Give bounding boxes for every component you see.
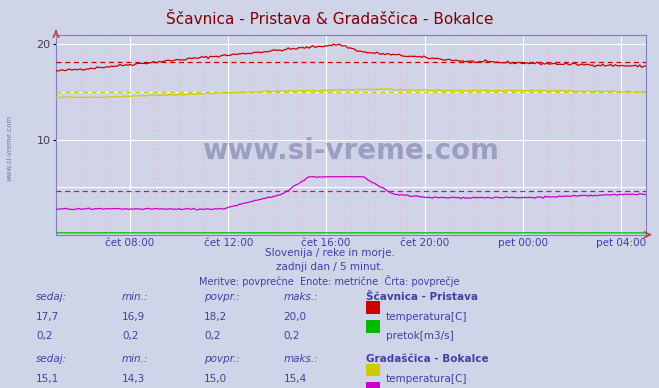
Text: 20,0: 20,0: [283, 312, 306, 322]
Text: 15,0: 15,0: [204, 374, 227, 384]
Text: www.si-vreme.com: www.si-vreme.com: [7, 114, 13, 180]
Text: Slovenija / reke in morje.: Slovenija / reke in morje.: [264, 248, 395, 258]
Text: 15,1: 15,1: [36, 374, 59, 384]
Text: temperatura[C]: temperatura[C]: [386, 312, 467, 322]
Text: 17,7: 17,7: [36, 312, 59, 322]
Text: Gradaščica - Bokalce: Gradaščica - Bokalce: [366, 354, 488, 364]
Text: min.:: min.:: [122, 292, 148, 302]
Text: povpr.:: povpr.:: [204, 354, 240, 364]
Text: 0,2: 0,2: [283, 331, 300, 341]
Text: zadnji dan / 5 minut.: zadnji dan / 5 minut.: [275, 262, 384, 272]
Text: Ščavnica - Pristava: Ščavnica - Pristava: [366, 292, 478, 302]
Text: temperatura[C]: temperatura[C]: [386, 374, 467, 384]
Text: Meritve: povprečne  Enote: metrične  Črta: povprečje: Meritve: povprečne Enote: metrične Črta:…: [199, 275, 460, 288]
Text: 0,2: 0,2: [204, 331, 221, 341]
Text: maks.:: maks.:: [283, 354, 318, 364]
Text: 18,2: 18,2: [204, 312, 227, 322]
Text: sedaj:: sedaj:: [36, 354, 67, 364]
Text: Ščavnica - Pristava & Gradaščica - Bokalce: Ščavnica - Pristava & Gradaščica - Bokal…: [166, 12, 493, 28]
Text: 16,9: 16,9: [122, 312, 145, 322]
Text: min.:: min.:: [122, 354, 148, 364]
Text: 15,4: 15,4: [283, 374, 306, 384]
Text: 0,2: 0,2: [122, 331, 138, 341]
Text: sedaj:: sedaj:: [36, 292, 67, 302]
Text: povpr.:: povpr.:: [204, 292, 240, 302]
Text: 0,2: 0,2: [36, 331, 53, 341]
Text: pretok[m3/s]: pretok[m3/s]: [386, 331, 453, 341]
Text: www.si-vreme.com: www.si-vreme.com: [202, 137, 500, 165]
Text: maks.:: maks.:: [283, 292, 318, 302]
Text: 14,3: 14,3: [122, 374, 145, 384]
